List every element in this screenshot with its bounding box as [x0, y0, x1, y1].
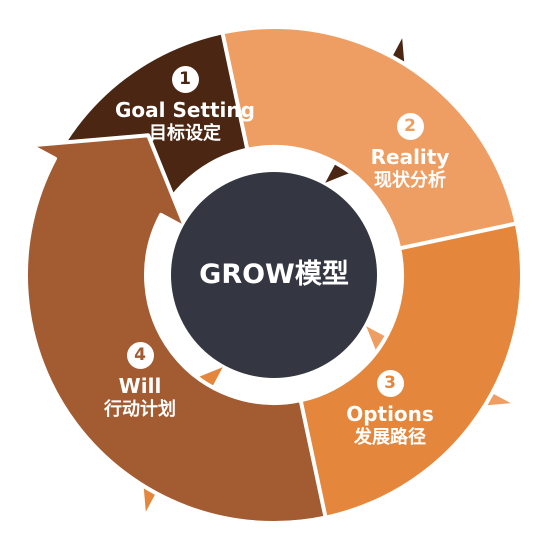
step-4-title-zh: 行动计划	[104, 398, 176, 420]
step-4-number: 4	[126, 342, 154, 369]
step-3-title-zh: 发展路径	[354, 426, 426, 448]
center-circle	[171, 172, 377, 378]
step-1-label: 1 Goal Setting 目标设定	[95, 66, 275, 144]
step-4-title-en: Will	[118, 374, 162, 398]
step-1-title-zh: 目标设定	[149, 122, 221, 144]
step-2-title-en: Reality	[370, 145, 450, 169]
step-1-number: 1	[171, 66, 199, 93]
center-title: GROW模型	[199, 259, 349, 290]
step-3-label: 3 Options 发展路径	[305, 370, 475, 448]
step-4-arrow	[23, 133, 328, 526]
step-4-label: 4 Will 行动计划	[70, 342, 210, 420]
step-2-label: 2 Reality 现状分析	[335, 113, 485, 191]
step-1-title-en: Goal Setting	[115, 98, 255, 122]
step-2-number: 2	[396, 113, 424, 140]
step-3-number: 3	[376, 370, 404, 397]
step-3-title-en: Options	[346, 402, 434, 426]
step-2-title-zh: 现状分析	[374, 169, 446, 191]
